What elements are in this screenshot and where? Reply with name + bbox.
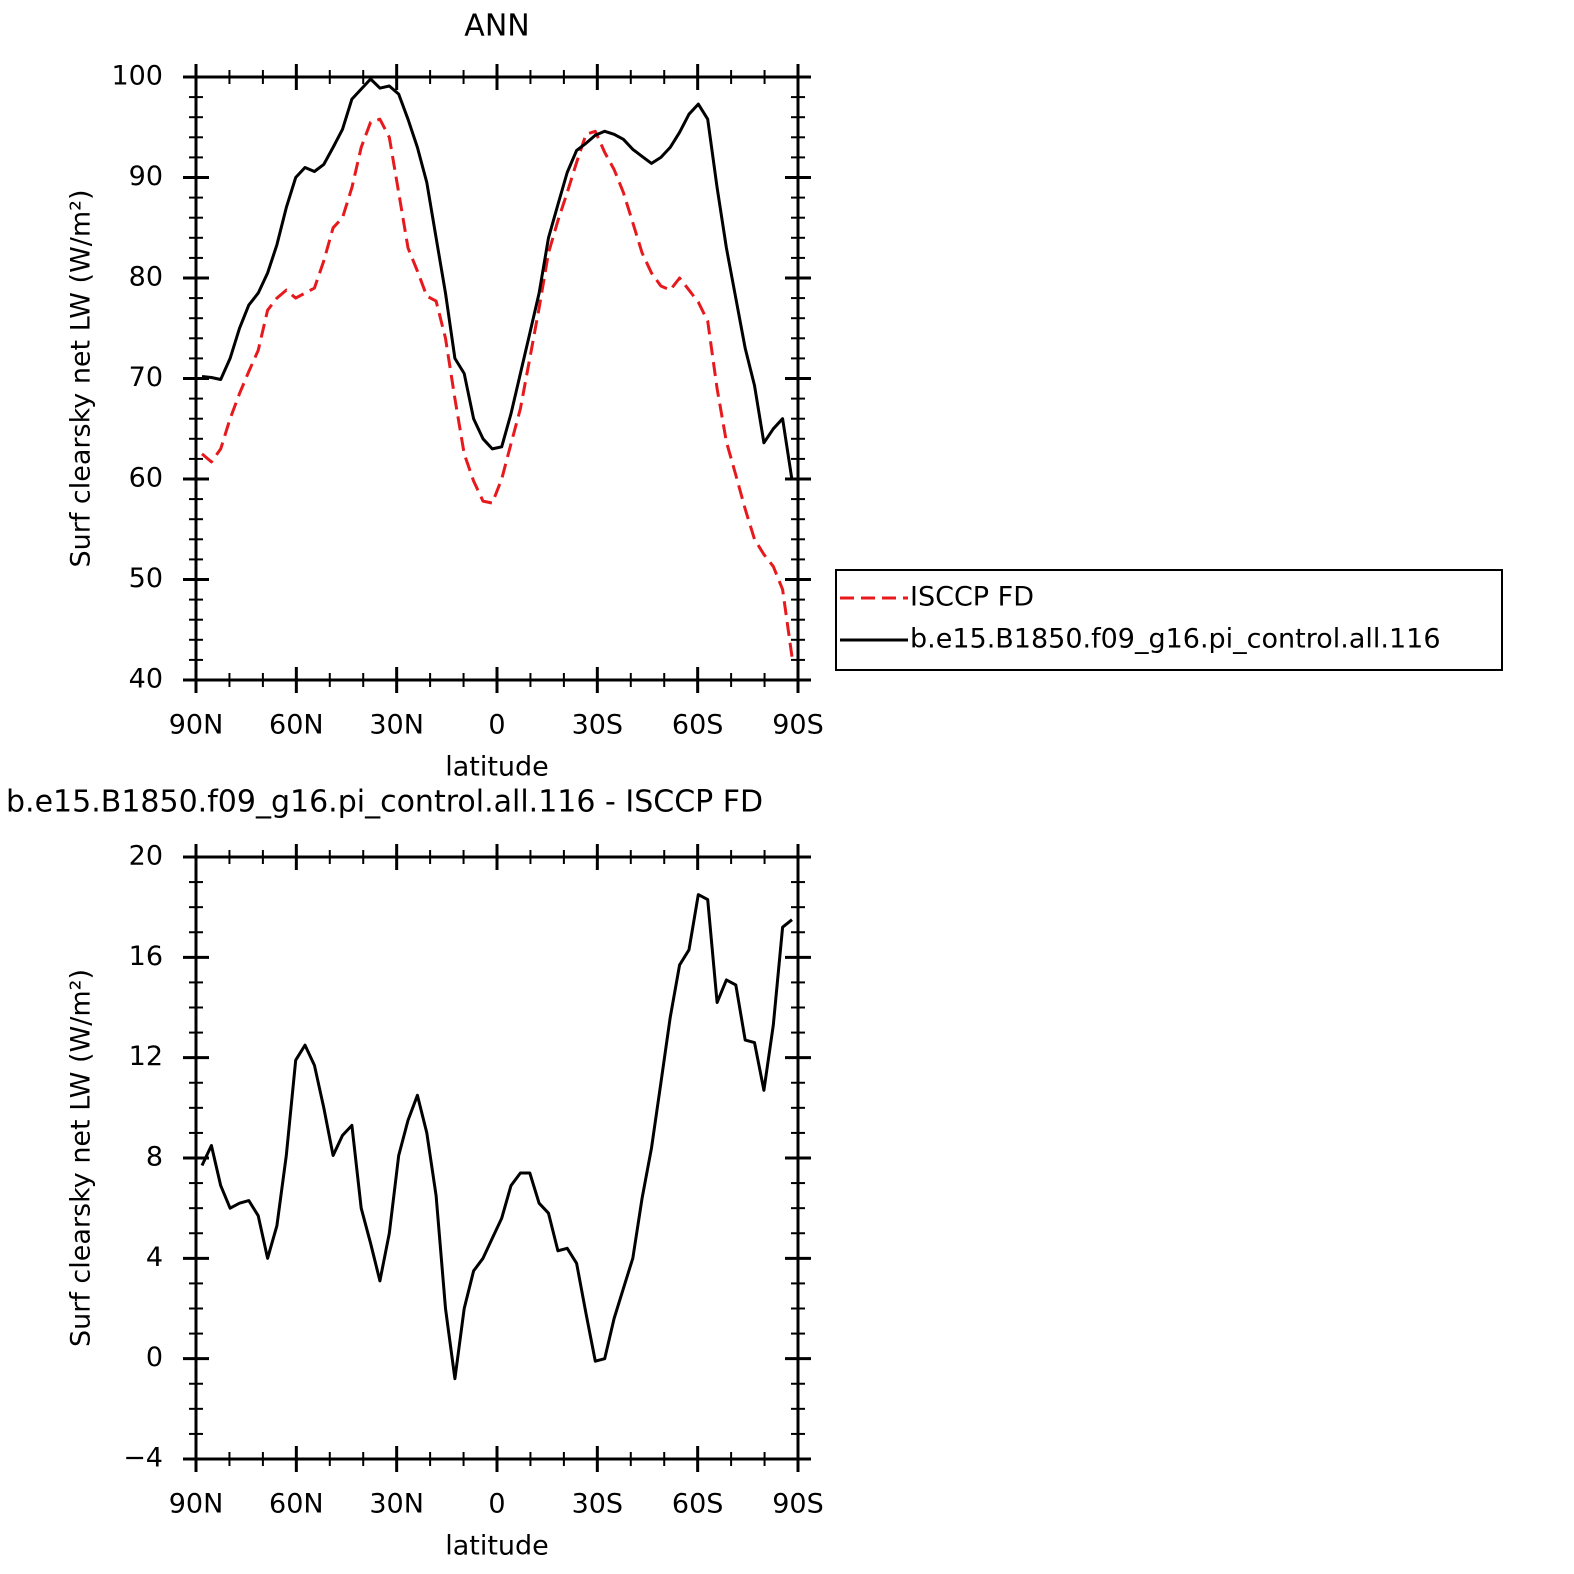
y-tick-label: 8 bbox=[146, 1142, 163, 1173]
legend-label: ISCCP FD bbox=[910, 582, 1034, 613]
legend-box bbox=[835, 569, 1503, 671]
y-tick-label: 70 bbox=[129, 362, 163, 393]
legend-label: b.e15.B1850.f09_g16.pi_control.all.116 bbox=[910, 624, 1441, 655]
x-tick-label: 30N bbox=[369, 1489, 424, 1520]
chart-title: ANN bbox=[464, 9, 529, 44]
data-line bbox=[201, 77, 794, 481]
y-tick-label: 50 bbox=[129, 563, 163, 594]
y-tick-label: 4 bbox=[146, 1242, 163, 1273]
x-tick-label: 60S bbox=[672, 1489, 724, 1520]
x-tick-label: 60S bbox=[672, 710, 724, 741]
x-tick-label: 30N bbox=[369, 710, 424, 741]
x-axis-label: latitude bbox=[445, 752, 549, 783]
y-tick-label: 90 bbox=[129, 161, 163, 192]
data-line bbox=[201, 117, 794, 658]
y-axis-label: Surf clearsky net LW (W/m²) bbox=[66, 189, 97, 567]
y-tick-label: 0 bbox=[146, 1342, 163, 1373]
y-axis-label: Surf clearsky net LW (W/m²) bbox=[66, 969, 97, 1347]
y-tick-label: 100 bbox=[111, 61, 163, 92]
x-tick-label: 30S bbox=[572, 1489, 624, 1520]
y-tick-label: 12 bbox=[129, 1041, 163, 1072]
x-tick-label: 60N bbox=[269, 1489, 324, 1520]
x-tick-label: 90S bbox=[772, 710, 824, 741]
x-tick-label: 90N bbox=[169, 710, 224, 741]
y-tick-label: 16 bbox=[129, 941, 163, 972]
x-tick-label: 0 bbox=[488, 710, 505, 741]
x-axis-label: latitude bbox=[445, 1531, 549, 1562]
y-tick-label: 80 bbox=[129, 262, 163, 293]
y-tick-label: 60 bbox=[129, 463, 163, 494]
chart-title: b.e15.B1850.f09_g16.pi_control.all.116 -… bbox=[6, 785, 763, 820]
y-tick-label: 40 bbox=[129, 664, 163, 695]
x-tick-label: 0 bbox=[488, 1489, 505, 1520]
x-tick-label: 90N bbox=[169, 1489, 224, 1520]
y-tick-label: 20 bbox=[129, 841, 163, 872]
plot-frame bbox=[194, 75, 800, 682]
y-tick-label: −4 bbox=[123, 1443, 163, 1474]
x-tick-label: 90S bbox=[772, 1489, 824, 1520]
data-line bbox=[200, 893, 793, 1381]
x-tick-label: 60N bbox=[269, 710, 324, 741]
x-tick-label: 30S bbox=[572, 710, 624, 741]
